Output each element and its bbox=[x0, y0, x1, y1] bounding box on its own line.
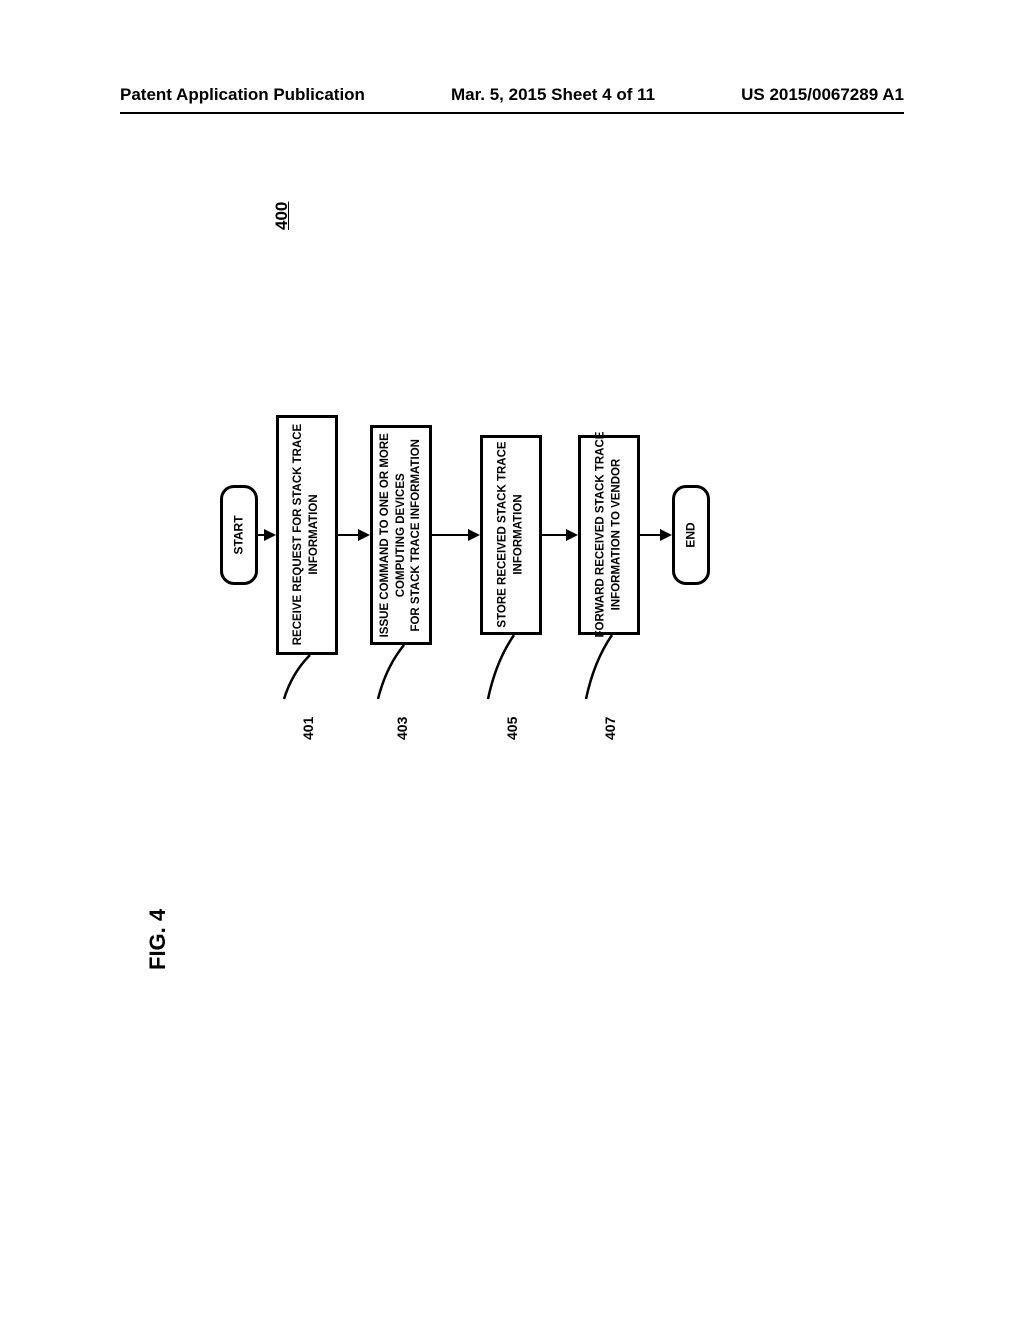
callout-403 bbox=[376, 645, 406, 703]
terminal-end: END bbox=[672, 485, 710, 585]
flowchart: START RECEIVE REQUEST FOR STACK TRACEINF… bbox=[220, 400, 780, 770]
stepnum-401: 401 bbox=[300, 717, 316, 740]
stepnum-405: 405 bbox=[504, 717, 520, 740]
arrow-4 bbox=[640, 534, 670, 536]
callout-401 bbox=[282, 655, 312, 703]
process-403-text: ISSUE COMMAND TO ONE OR MORECOMPUTING DE… bbox=[378, 433, 425, 637]
arrow-1 bbox=[338, 534, 368, 536]
callout-407 bbox=[584, 635, 614, 703]
process-403: ISSUE COMMAND TO ONE OR MORECOMPUTING DE… bbox=[370, 425, 432, 645]
figure-label: FIG. 4 bbox=[145, 909, 171, 970]
arrow-2 bbox=[432, 534, 478, 536]
terminal-end-label: END bbox=[684, 522, 698, 547]
arrow-3 bbox=[542, 534, 576, 536]
arrow-0 bbox=[258, 534, 274, 536]
process-401: RECEIVE REQUEST FOR STACK TRACEINFORMATI… bbox=[276, 415, 338, 655]
stepnum-403: 403 bbox=[394, 717, 410, 740]
callout-405 bbox=[486, 635, 516, 703]
header-right: US 2015/0067289 A1 bbox=[741, 85, 904, 105]
header-rule bbox=[120, 112, 904, 114]
page-header: Patent Application Publication Mar. 5, 2… bbox=[0, 85, 1024, 105]
process-401-text: RECEIVE REQUEST FOR STACK TRACEINFORMATI… bbox=[291, 424, 322, 646]
process-405: STORE RECEIVED STACK TRACEINFORMATION bbox=[480, 435, 542, 635]
figure-ref: 400 bbox=[272, 202, 292, 230]
header-center: Mar. 5, 2015 Sheet 4 of 11 bbox=[451, 85, 655, 105]
header-left: Patent Application Publication bbox=[120, 85, 365, 105]
process-407-text: FORWARD RECEIVED STACK TRACEINFORMATION … bbox=[593, 432, 624, 638]
terminal-start: START bbox=[220, 485, 258, 585]
terminal-start-label: START bbox=[232, 515, 246, 554]
process-407: FORWARD RECEIVED STACK TRACEINFORMATION … bbox=[578, 435, 640, 635]
process-405-text: STORE RECEIVED STACK TRACEINFORMATION bbox=[495, 442, 526, 628]
stepnum-407: 407 bbox=[602, 717, 618, 740]
